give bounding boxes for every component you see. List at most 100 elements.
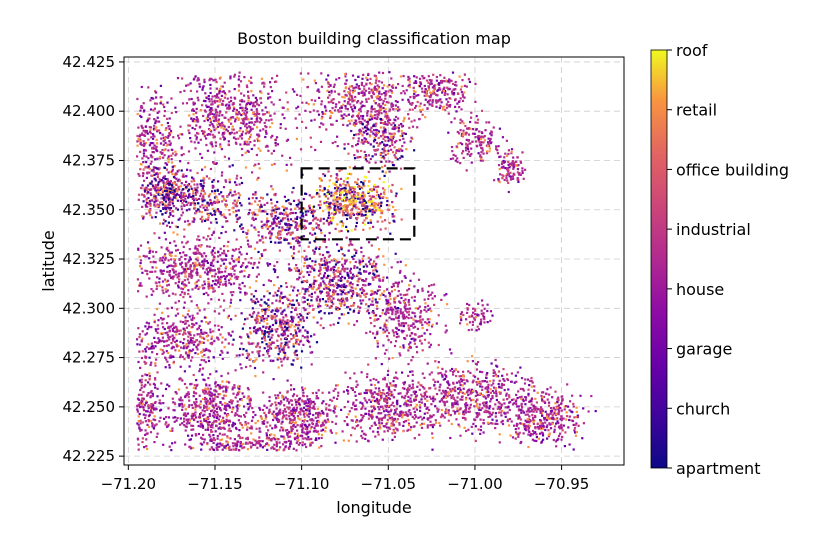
- building-point: [312, 109, 315, 112]
- building-point: [247, 335, 250, 338]
- building-point: [308, 222, 311, 225]
- building-point: [277, 241, 280, 244]
- building-point: [286, 326, 289, 329]
- building-point: [168, 270, 171, 274]
- building-point: [352, 257, 355, 261]
- building-point: [275, 330, 278, 333]
- building-point: [340, 168, 343, 171]
- building-point: [363, 223, 367, 226]
- building-point: [476, 135, 479, 138]
- building-point: [294, 217, 297, 220]
- building-point: [296, 324, 299, 327]
- building-point: [253, 139, 256, 142]
- building-point: [204, 205, 207, 208]
- building-point: [210, 262, 213, 265]
- building-point: [206, 149, 209, 152]
- building-point: [218, 210, 221, 213]
- building-point: [317, 287, 320, 290]
- building-point: [261, 237, 264, 240]
- building-point: [188, 275, 191, 278]
- building-point: [308, 194, 311, 197]
- building-point: [202, 332, 205, 335]
- building-point: [369, 221, 373, 224]
- building-point: [334, 201, 337, 204]
- building-point: [184, 220, 187, 223]
- building-point: [345, 225, 348, 228]
- building-point: [202, 197, 205, 200]
- building-point: [334, 140, 337, 144]
- building-point: [203, 353, 206, 357]
- building-point: [263, 347, 266, 350]
- building-point: [383, 147, 386, 150]
- building-point: [283, 345, 286, 348]
- building-point: [330, 191, 333, 194]
- building-point: [184, 316, 187, 319]
- building-point: [394, 104, 397, 107]
- building-point: [227, 120, 231, 123]
- building-point: [278, 350, 281, 353]
- building-point: [351, 186, 354, 189]
- building-point: [164, 256, 167, 259]
- building-point: [232, 291, 235, 294]
- building-point: [232, 109, 235, 112]
- building-point: [171, 334, 174, 337]
- building-point: [512, 164, 515, 167]
- building-point: [195, 107, 198, 110]
- building-point: [380, 81, 383, 84]
- building-point: [146, 273, 149, 276]
- building-point: [339, 289, 342, 292]
- building-point: [231, 207, 234, 210]
- building-point: [314, 148, 317, 152]
- building-point: [262, 336, 265, 339]
- building-point: [388, 160, 391, 163]
- building-point: [372, 185, 376, 188]
- building-point: [168, 253, 171, 256]
- building-point: [142, 200, 145, 203]
- building-point: [302, 265, 306, 268]
- building-point: [197, 77, 200, 80]
- building-point: [358, 201, 361, 204]
- building-point: [150, 342, 153, 345]
- building-point: [162, 351, 165, 354]
- building-point: [421, 108, 424, 111]
- building-point: [188, 195, 191, 198]
- building-point: [319, 140, 323, 143]
- building-point: [273, 220, 276, 223]
- building-point: [375, 194, 378, 197]
- building-point: [340, 285, 343, 289]
- building-point: [192, 103, 195, 106]
- building-point: [174, 262, 177, 266]
- building-point: [281, 302, 284, 305]
- building-point: [243, 275, 246, 278]
- building-point: [329, 217, 332, 220]
- building-point: [363, 140, 366, 143]
- building-point: [339, 189, 342, 192]
- building-point: [162, 222, 165, 225]
- building-point: [444, 89, 447, 93]
- building-point: [276, 261, 279, 264]
- building-point: [371, 189, 374, 192]
- building-point: [239, 99, 242, 102]
- building-point: [296, 93, 299, 96]
- building-point: [310, 295, 313, 298]
- building-point: [374, 88, 377, 91]
- building-point: [274, 223, 278, 226]
- building-point: [324, 266, 327, 269]
- building-point: [141, 174, 145, 178]
- building-point: [166, 101, 169, 104]
- building-point: [312, 316, 315, 319]
- building-point: [308, 294, 311, 297]
- building-point: [183, 228, 186, 231]
- building-point: [189, 331, 192, 334]
- building-point: [363, 289, 366, 292]
- building-point: [313, 252, 316, 255]
- building-point: [354, 203, 357, 206]
- building-point: [332, 266, 335, 269]
- building-point: [348, 122, 352, 125]
- building-point: [164, 356, 167, 359]
- building-point: [233, 136, 236, 139]
- building-point: [190, 140, 193, 143]
- building-point: [318, 227, 321, 230]
- building-point: [172, 271, 176, 274]
- building-point: [521, 167, 524, 170]
